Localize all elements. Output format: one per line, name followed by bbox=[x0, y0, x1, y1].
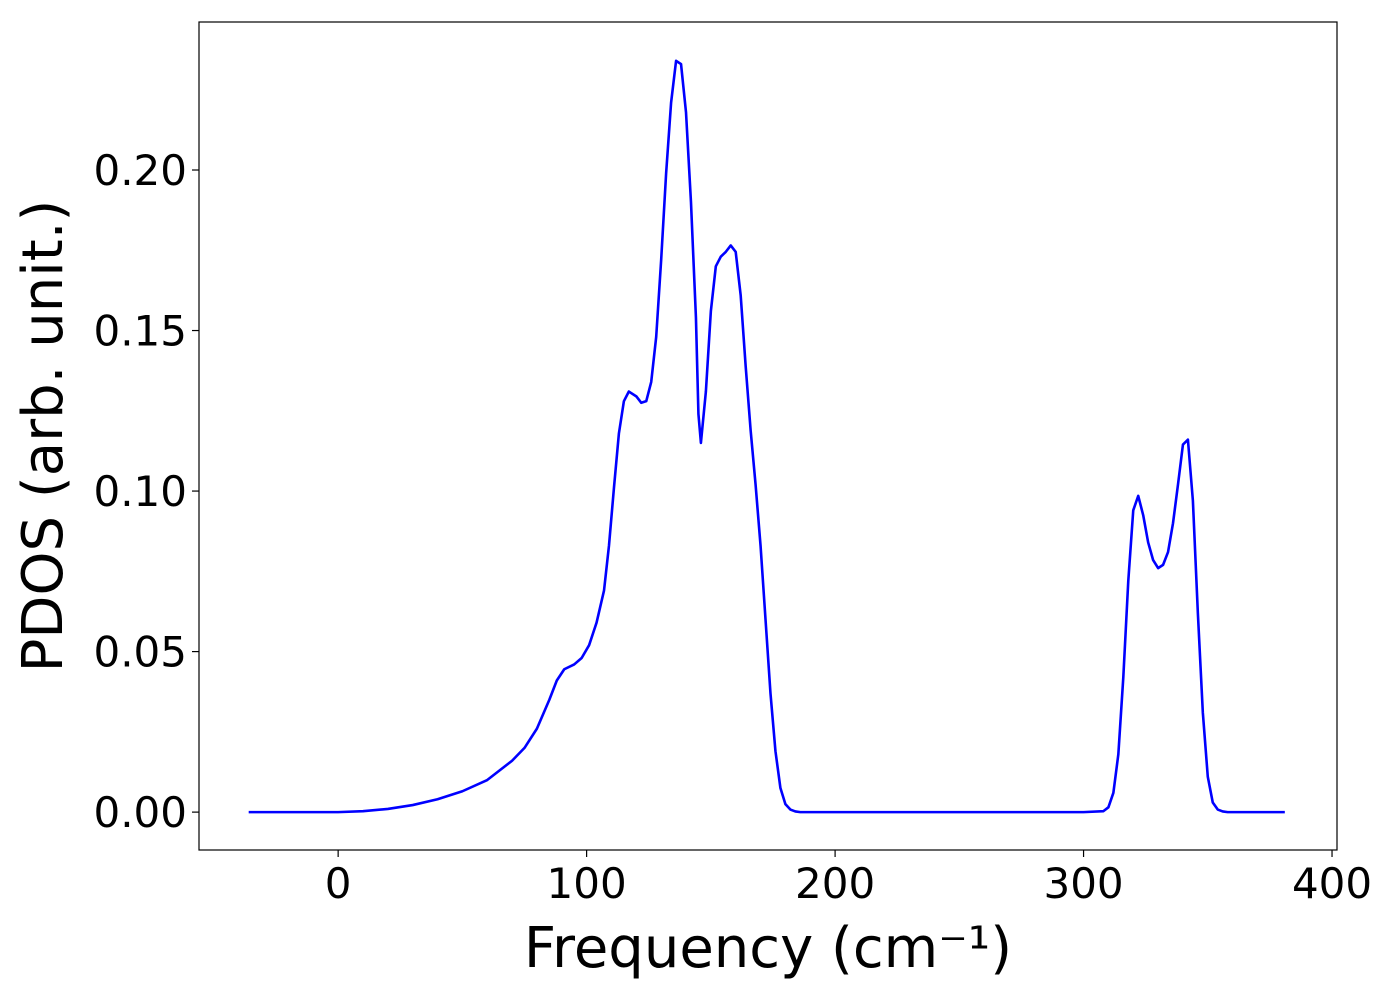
data-line bbox=[248, 59, 1285, 814]
x-tick-label: 0 bbox=[325, 859, 352, 908]
x-axis-label: Frequency (cm⁻¹) bbox=[524, 916, 1012, 981]
y-tick-label: 0.10 bbox=[93, 467, 187, 516]
x-tick-label: 200 bbox=[795, 859, 875, 908]
y-tick-label: 0.05 bbox=[93, 628, 187, 677]
y-tick-label: 0.00 bbox=[93, 788, 187, 837]
y-axis-label: PDOS (arb. unit.) bbox=[11, 200, 76, 673]
x-tick-label: 400 bbox=[1292, 859, 1372, 908]
x-tick-label: 100 bbox=[547, 859, 627, 908]
y-tick-label: 0.20 bbox=[93, 146, 187, 195]
y-tick-label: 0.15 bbox=[93, 307, 187, 356]
plot-frame bbox=[198, 21, 1338, 851]
x-tick-label: 300 bbox=[1043, 859, 1123, 908]
